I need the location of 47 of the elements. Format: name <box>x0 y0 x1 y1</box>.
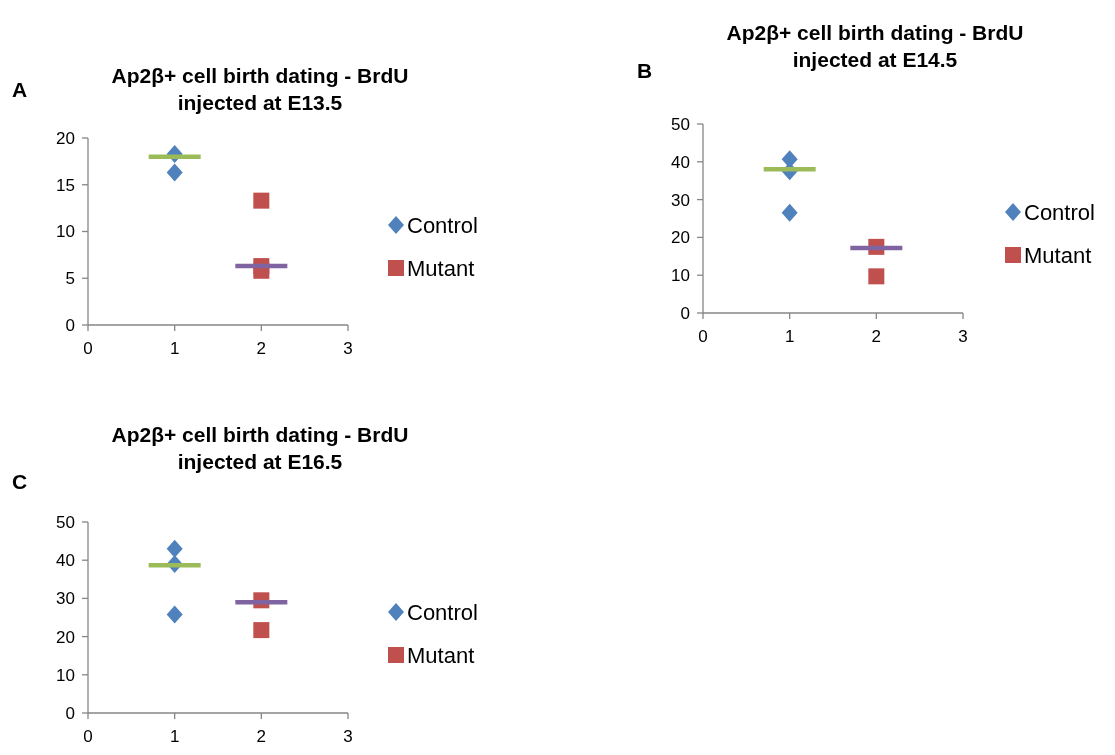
point <box>253 192 270 209</box>
text: A <box>12 78 28 101</box>
x-tick-label: 3 <box>343 339 353 358</box>
text: C <box>12 470 28 493</box>
y-tick-label: 50 <box>671 114 690 134</box>
x-tick-label: 1 <box>784 327 795 346</box>
y-tick-label: 15 <box>56 175 75 195</box>
point <box>781 203 798 222</box>
y-tick-label: 30 <box>56 589 75 609</box>
y-tick-label: 20 <box>671 228 690 248</box>
y-tick-label: 10 <box>671 266 690 286</box>
y-tick-label: 0 <box>680 303 690 323</box>
y-tick-label: 20 <box>56 627 75 647</box>
x-tick-label: 1 <box>169 339 180 358</box>
chart-title: Ap2β+ cell birth dating - BrdU injected at E16.5 <box>111 423 409 473</box>
y-tick-label: 10 <box>56 665 75 685</box>
legend-label: Mutant <box>407 642 475 668</box>
y-tick-label: 30 <box>671 190 690 210</box>
point <box>253 622 270 639</box>
x-tick-label: 1 <box>169 727 180 746</box>
y-tick-label: 50 <box>56 512 75 532</box>
legend-label: Mutant <box>1024 242 1092 268</box>
y-tick-label: 0 <box>65 703 75 723</box>
chart-title: Ap2β+ cell birth dating - BrdU injected at E14.5 <box>726 21 1024 71</box>
point <box>166 539 183 558</box>
x-tick-label: 2 <box>256 339 267 358</box>
chart-title: Ap2β+ cell birth dating - BrdU injected at E13.5 <box>111 64 409 114</box>
point <box>166 163 183 182</box>
y-tick-label: 40 <box>56 551 75 571</box>
x-tick-label: 3 <box>343 727 353 746</box>
y-tick-label: 40 <box>671 152 690 172</box>
legend-label: Control <box>407 599 478 625</box>
x-tick-label: 2 <box>871 327 882 346</box>
y-tick-label: 20 <box>56 128 75 148</box>
x-tick-label: 3 <box>958 327 968 346</box>
x-tick-label: 0 <box>698 327 708 346</box>
x-tick-label: 0 <box>83 339 93 358</box>
x-tick-label: 2 <box>256 727 267 746</box>
legend-label: Mutant <box>407 255 475 281</box>
y-tick-label: 5 <box>65 269 75 289</box>
x-tick-label: 0 <box>83 727 93 746</box>
point <box>166 605 183 624</box>
legend-label: Control <box>1024 199 1095 225</box>
point <box>868 268 885 285</box>
legend-label: Control <box>407 212 478 238</box>
text: B <box>637 59 653 82</box>
y-tick-label: 10 <box>56 222 75 242</box>
